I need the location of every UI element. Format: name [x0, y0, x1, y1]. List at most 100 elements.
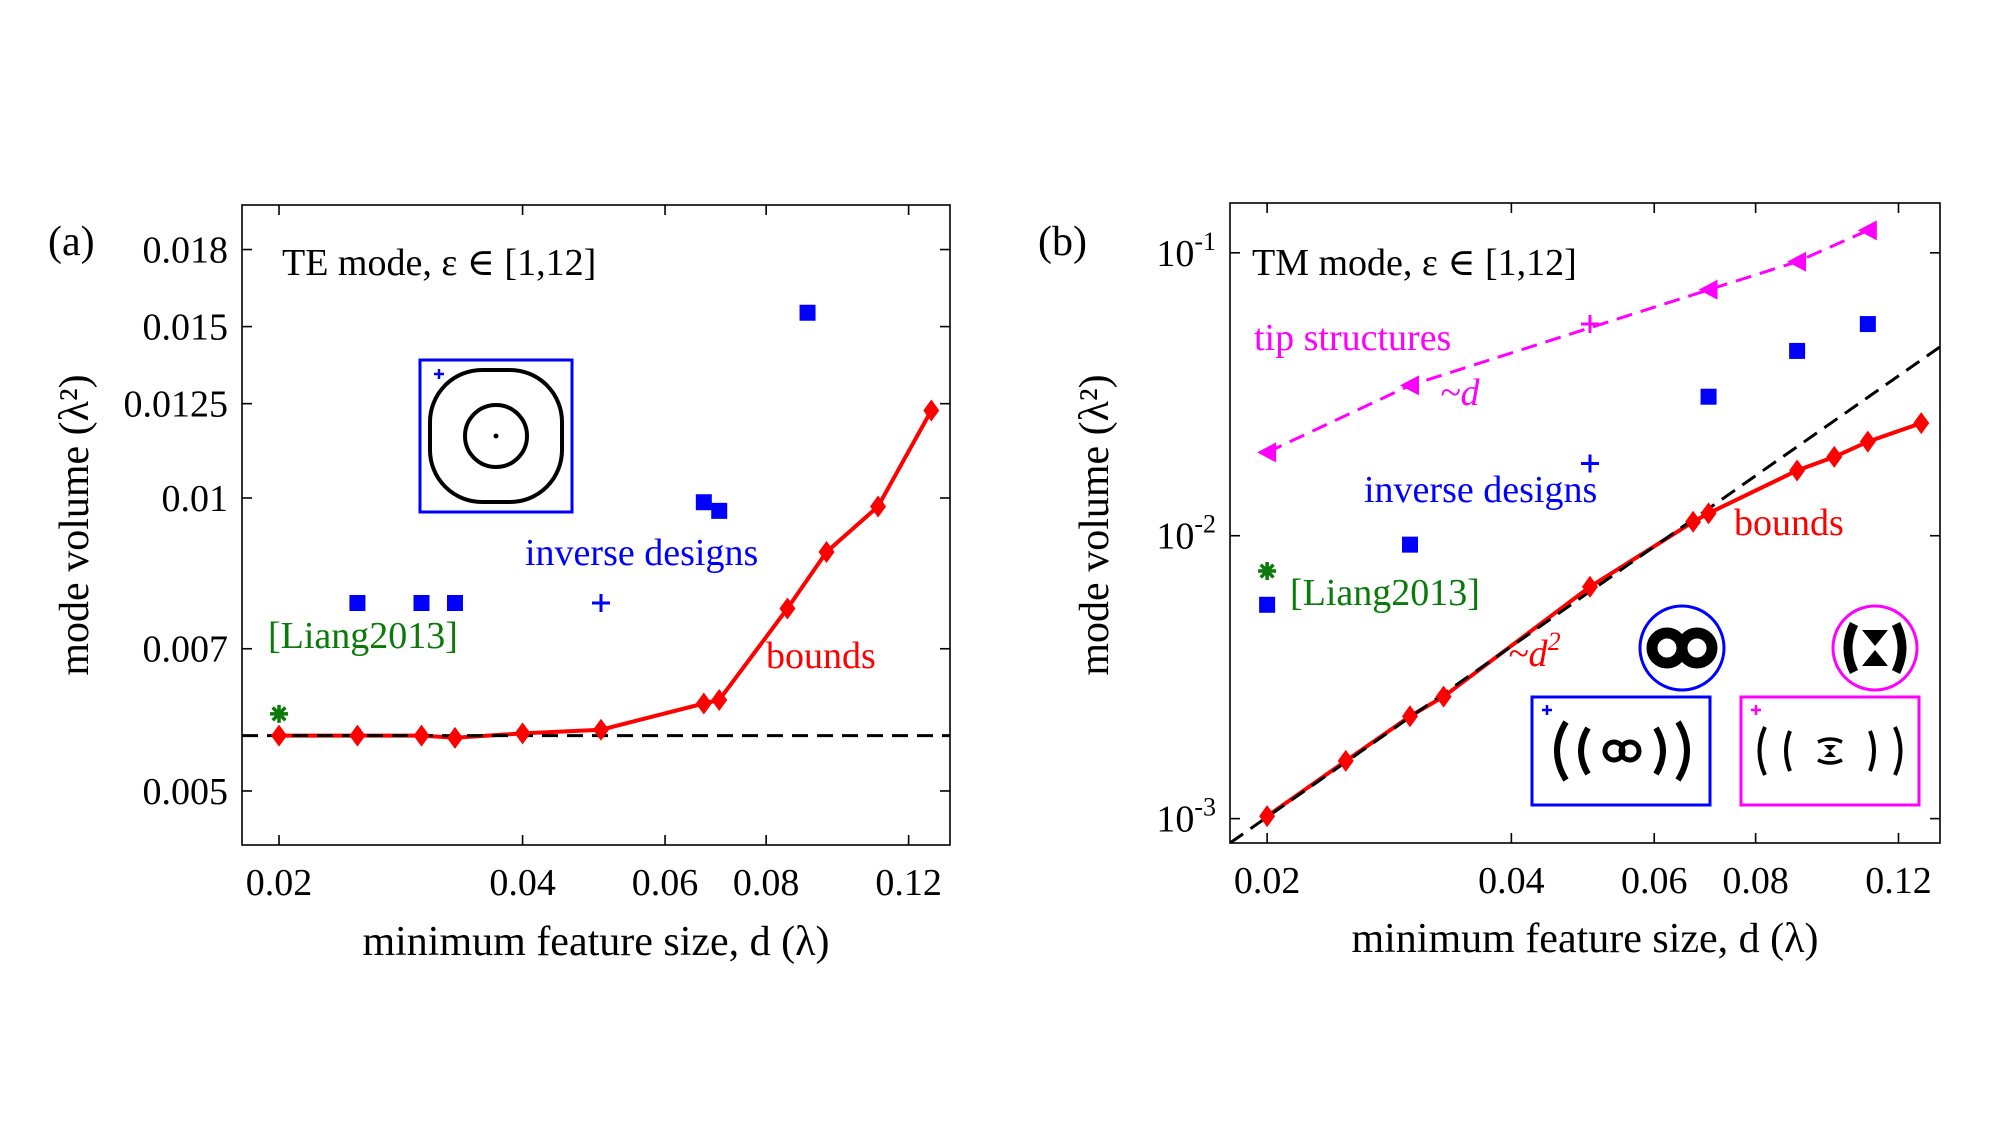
panel-b-y-tick-base: 10 — [1156, 233, 1194, 275]
panel-a-y-tick-label: 0.01 — [162, 478, 229, 520]
panel-b-y-tick-exponent: -1 — [1194, 227, 1216, 256]
panel-b-tip-structures-point — [1257, 442, 1277, 463]
panel-a-x-tick-label: 0.06 — [632, 862, 699, 904]
panel-b-y-ticks: 10-310-210-1 — [1156, 227, 1940, 841]
panel-b-inverse-designs-point — [1859, 316, 1876, 333]
panel-a-x-axis-label: minimum feature size, d (λ) — [362, 919, 829, 965]
panel-b-tip-structures-annotation: tip structures — [1254, 317, 1451, 359]
panel-b-y-tick-label: 10-1 — [1156, 227, 1216, 275]
panel-a-inverse-designs-annotation: inverse designs — [525, 532, 758, 574]
panel-b-tip-structures-shown-structure-point — [1581, 315, 1599, 334]
panel-a-bounds-point — [446, 726, 463, 749]
panel-a-bounds-line — [279, 409, 934, 740]
panel-b-bounds-annotation: bounds — [1734, 502, 1844, 544]
panel-a-inset-inner-ring — [463, 403, 529, 469]
panel-a-inverse-designs-shown-structure-point — [591, 594, 610, 613]
panel-a-inverse-designs-point — [413, 595, 430, 612]
panel-a-y-tick-label: 0.018 — [143, 230, 229, 272]
panel-b-inverse-designs-point — [1402, 536, 1419, 553]
panel-b-x-tick-label: 0.06 — [1621, 860, 1688, 902]
panel-b-blue-mode-icon — [1638, 604, 1726, 692]
panel-a-bounds-point — [695, 692, 712, 715]
panel-a: 0.02 0.04 0.06 0.08 0.12 0.005 0.007 0.01 0.012… — [48, 204, 951, 965]
panel-a-inverse-designs-point — [711, 502, 728, 519]
panel-a-bounds-point — [592, 718, 609, 741]
panel-b-reference-dashed-line — [1230, 345, 1940, 843]
panel-b-x-tick-label: 0.02 — [1234, 860, 1301, 902]
panel-a-x-tick-label: 0.04 — [489, 862, 556, 904]
panel-b-tip-structures-line — [1266, 229, 1869, 454]
panel-b-tip-structures-point — [1400, 375, 1420, 396]
panel-b-y-tick-label: 10-3 — [1156, 793, 1216, 841]
panel-a-bounds-point — [413, 724, 430, 747]
panel-b-magenta-structure-inset — [1739, 695, 1921, 807]
panel-a-bounds-point — [818, 541, 835, 564]
panel-b-magenta-inset-plus-icon — [1751, 705, 1761, 715]
panel-b-inverse-designs-annotation: inverse designs — [1364, 469, 1597, 511]
panel-a-inverse-designs-point — [695, 494, 712, 511]
panel-b-bounds-point — [1337, 749, 1354, 772]
panel-b-bounds-point — [1700, 502, 1717, 525]
panel-a-bounds-point — [923, 399, 940, 422]
panel-a-axes — [241, 204, 951, 846]
panel-b-x-tick-label: 0.04 — [1478, 860, 1545, 902]
panel-a-liang2013-point — [270, 704, 289, 723]
panel-b-tip-structures-point — [1698, 279, 1718, 300]
panel-b-d2-exponent: 2 — [1548, 627, 1561, 656]
panel-a-bounds-point — [711, 689, 728, 712]
panel-b-bounds-point — [1913, 412, 1930, 435]
panel-b-axes — [1229, 202, 1941, 844]
panel-b-bounds-point — [1859, 430, 1876, 453]
panel-b-x-ticks: 0.02 0.04 0.06 0.08 0.12 — [1234, 203, 1932, 902]
panel-a-bounds-point — [271, 724, 288, 747]
panel-b-x-axis-label: minimum feature size, d (λ) — [1351, 916, 1818, 962]
panel-b-d2-base: ~d — [1508, 633, 1549, 675]
panel-a-title: TE mode, ε ∈ [1,12] — [282, 242, 596, 284]
panel-a-bounds-point — [349, 724, 366, 747]
panel-b-d-scaling-annotation: ~d — [1440, 372, 1481, 414]
panel-a-bounds-point — [870, 495, 887, 518]
panel-b-title: TM mode, ε ∈ [1,12] — [1252, 242, 1577, 284]
panel-a-y-tick-label: 0.007 — [143, 629, 229, 671]
panel-b-bounds-point — [1826, 445, 1843, 468]
panel-a-bounds-point — [514, 722, 531, 745]
panel-a-plot-area — [242, 304, 950, 749]
panel-a-y-axis-label: mode volume (λ²) — [52, 374, 98, 675]
panel-b-d2-scaling-annotation: ~d2 — [1508, 627, 1561, 675]
panel-b-bounds-point — [1685, 510, 1702, 533]
panel-b-y-tick-base: 10 — [1156, 516, 1194, 558]
panel-b-inverse-designs-point — [1700, 388, 1717, 405]
panel-a-bounds-annotation: bounds — [766, 635, 876, 677]
panel-b-bounds-point — [1402, 705, 1419, 728]
panel-a-inverse-designs-point — [799, 304, 816, 321]
panel-b-bounds-point — [1582, 575, 1599, 598]
panel-b-y-tick-exponent: -2 — [1194, 510, 1216, 539]
panel-a-inset-outer-ring — [428, 368, 564, 504]
panel-a-y-tick-label: 0.005 — [143, 771, 229, 813]
panel-b-x-tick-label: 0.08 — [1722, 860, 1789, 902]
panel-a-liang2013-annotation: [Liang2013] — [268, 615, 458, 657]
panel-b-tip-structures-point — [1857, 220, 1877, 241]
panel-b-liang2013-point — [1259, 596, 1276, 613]
panel-b-bounds-point — [1435, 685, 1452, 708]
panel-a-structure-inset — [418, 358, 574, 514]
panel-b-inverse-designs-shown-structure-point — [1581, 454, 1599, 473]
panel-b: 0.02 0.04 0.06 0.08 0.12 10-310-210-1 (b) TM… — [1038, 202, 1941, 962]
panel-a-y-tick-label: 0.0125 — [124, 384, 229, 426]
panel-a-x-tick-label: 0.08 — [733, 862, 800, 904]
panel-a-inverse-designs-point — [446, 595, 463, 612]
panel-a-x-tick-label: 0.12 — [875, 862, 942, 904]
panel-b-magenta-mode-icon — [1831, 604, 1919, 692]
panel-a-bounds-point — [779, 597, 796, 620]
panel-b-y-tick-label: 10-2 — [1156, 510, 1216, 558]
panel-a-label: (a) — [48, 219, 95, 265]
panel-a-x-ticks: 0.02 0.04 0.06 0.08 0.12 — [246, 205, 942, 904]
panel-a-inset-center-dot — [493, 433, 499, 439]
panel-a-x-tick-label: 0.02 — [246, 862, 313, 904]
panel-a-inset-plus-icon — [434, 369, 444, 379]
panel-b-label: (b) — [1038, 219, 1087, 265]
panel-b-y-axis-label: mode volume (λ²) — [1072, 374, 1118, 675]
panel-b-y-tick-exponent: -3 — [1194, 793, 1216, 822]
panel-b-plot-area — [1230, 220, 1940, 843]
